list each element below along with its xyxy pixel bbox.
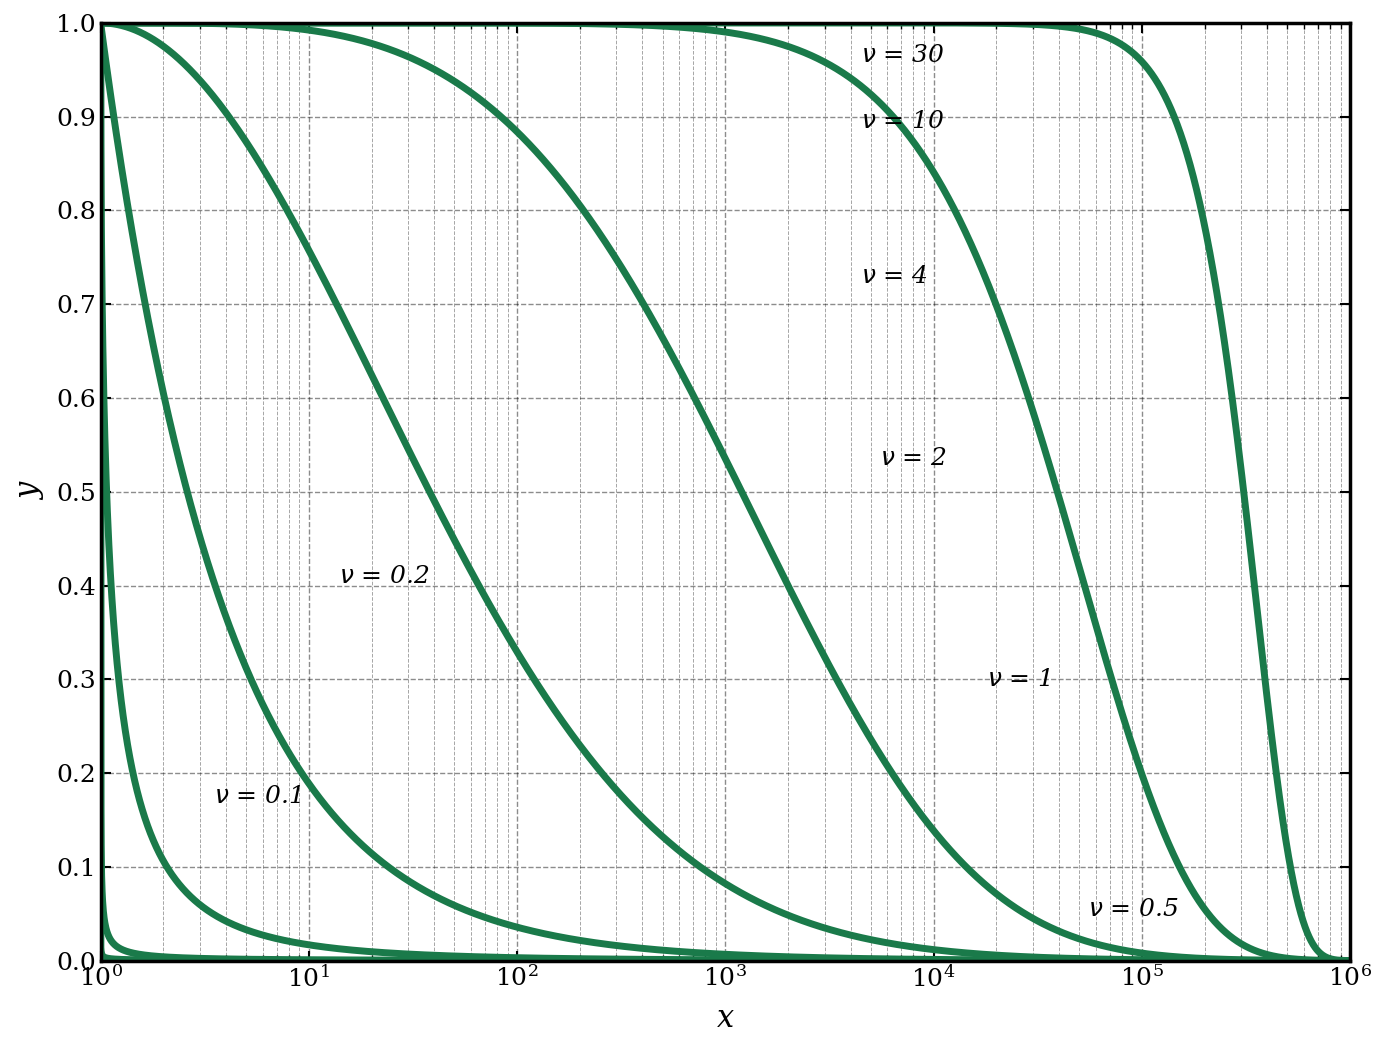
Text: $\nu$ = 30: $\nu$ = 30 xyxy=(861,44,945,67)
Y-axis label: y: y xyxy=(14,483,44,500)
Text: $\nu$ = 10: $\nu$ = 10 xyxy=(861,110,945,133)
Text: $\nu$ = 2: $\nu$ = 2 xyxy=(880,447,947,471)
Text: $\nu$ = 0.2: $\nu$ = 0.2 xyxy=(340,565,430,588)
Text: $\nu$ = 0.1: $\nu$ = 0.1 xyxy=(213,785,302,808)
Text: $\nu$ = 0.5: $\nu$ = 0.5 xyxy=(1088,897,1179,920)
X-axis label: x: x xyxy=(717,1003,735,1034)
Text: $\nu$ = 1: $\nu$ = 1 xyxy=(987,668,1051,691)
Text: $\nu$ = 4: $\nu$ = 4 xyxy=(861,264,929,287)
